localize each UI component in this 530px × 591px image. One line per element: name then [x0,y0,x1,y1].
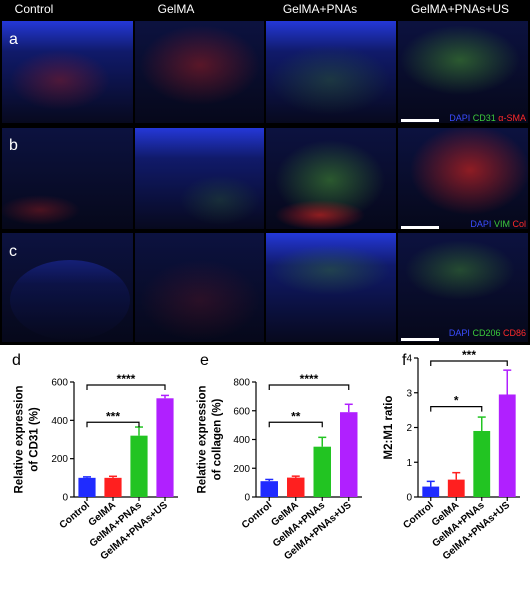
image-row [2,233,528,342]
y-tick-label: 600 [51,378,68,389]
bar [156,398,174,497]
x-tick-label: Control [58,500,92,531]
y-tick-label: 3 [406,388,412,399]
bar [313,446,331,497]
bar [130,435,148,497]
column-header: GelMA+PNAs+US [411,2,509,16]
significance-bracket [86,384,166,390]
y-tick-label: 2 [406,423,412,434]
significance-label: *** [462,348,476,362]
bar [422,486,440,497]
bar [473,430,491,497]
bar [287,477,305,497]
y-axis-label: Relative expression [14,385,26,493]
panel-letter: e [200,352,209,369]
x-tick-label: Control [240,500,274,531]
significance-bracket [430,406,483,412]
y-tick-label: 200 [51,454,68,465]
bar [78,477,96,497]
column-header: Control [15,2,54,16]
x-tick-label: Control [401,500,435,531]
y-tick-label: 400 [233,435,250,446]
y-tick-label: 0 [406,493,412,504]
significance-label: * [454,394,459,408]
y-tick-label: 0 [62,493,68,504]
panel-letter: f [402,352,407,369]
significance-bracket [268,421,323,428]
stain-legend: DAPI VIM Col [470,219,526,229]
y-tick-label: 800 [233,378,250,389]
significance-bracket [430,360,508,366]
column-header: GelMA+PNAs [283,2,357,16]
y-tick-label: 600 [233,406,250,417]
column-header: GelMA [158,2,195,16]
image-row [2,21,528,123]
bar [498,394,516,497]
bar [340,412,358,497]
image-row [0,125,530,230]
y-axis-label: M2:M1 ratio [383,396,395,460]
bar [260,481,278,497]
significance-label: **** [117,372,136,386]
bar [104,477,122,497]
y-tick-label: 4 [406,354,412,365]
significance-bracket [86,421,140,428]
y-axis-label: Relative expression [197,385,209,493]
significance-label: ** [291,409,301,423]
stain-legend: DAPI CD31 α-SMA [449,113,526,123]
row-letter: a [9,31,18,48]
significance-label: *** [106,409,120,423]
panel-letter: d [12,352,21,369]
row-letter: b [9,137,18,154]
significance-label: **** [300,372,319,386]
y-tick-label: 0 [244,493,250,504]
bar [447,479,465,497]
significance-bracket [268,384,350,390]
y-tick-label: 1 [406,458,412,469]
y-axis-label: of collagen (%) [212,398,224,480]
y-tick-label: 400 [51,416,68,427]
y-tick-label: 200 [233,464,250,475]
y-axis-label: of CD31 (%) [29,407,41,472]
stain-legend: DAPI CD206 CD86 [449,328,526,338]
row-letter: c [9,243,17,260]
